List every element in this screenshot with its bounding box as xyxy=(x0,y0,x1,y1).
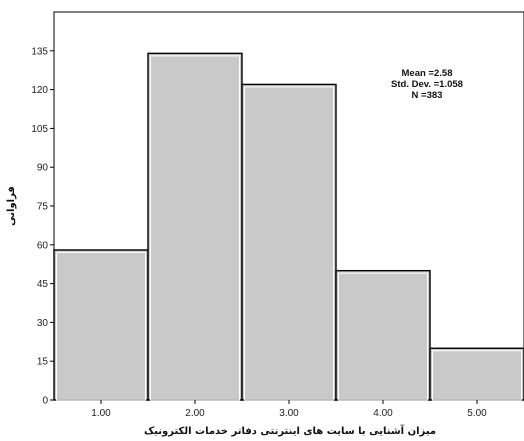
bar-1.00 xyxy=(53,249,149,401)
y-tick-label-15: 15 xyxy=(37,357,49,368)
y-tick-label-75: 75 xyxy=(37,202,49,213)
y-tick-label-45: 45 xyxy=(37,279,49,290)
x-tick-label-3.00: 3.00 xyxy=(279,408,299,419)
y-tick-label-120: 120 xyxy=(31,85,48,96)
bar-3.00 xyxy=(241,83,337,401)
stats-mean: Mean =2.58 xyxy=(402,68,453,79)
x-axis-title: میزان آشنایی با سایت های اینترنتی دفاتر … xyxy=(144,424,436,437)
bars-group xyxy=(53,52,524,401)
y-tick-label-105: 105 xyxy=(31,124,48,135)
bar-5.00 xyxy=(429,347,524,401)
stats-box: Mean =2.58 Std. Dev. =1.058 N =383 xyxy=(391,68,463,101)
x-tick-label-2.00: 2.00 xyxy=(185,408,205,419)
y-axis-title: فراوانی xyxy=(6,186,17,226)
stats-n: N =383 xyxy=(412,90,443,101)
x-tick-label-5.00: 5.00 xyxy=(467,408,487,419)
y-tick-label-30: 30 xyxy=(37,318,49,329)
x-tick-label-1.00: 1.00 xyxy=(91,408,111,419)
y-tick-label-135: 135 xyxy=(31,46,48,57)
y-tick-label-60: 60 xyxy=(37,240,49,251)
y-axis: 0 15 30 45 60 75 90 105 120 135 xyxy=(31,46,54,407)
x-tick-label-4.00: 4.00 xyxy=(373,408,393,419)
bar-4.00 xyxy=(335,269,431,401)
y-tick-label-90: 90 xyxy=(37,163,49,174)
stats-std-dev: Std. Dev. =1.058 xyxy=(391,79,463,90)
x-axis: 1.00 2.00 3.00 4.00 5.00 xyxy=(91,400,487,419)
bar-2.00 xyxy=(147,52,243,401)
y-tick-label-0: 0 xyxy=(42,396,48,407)
